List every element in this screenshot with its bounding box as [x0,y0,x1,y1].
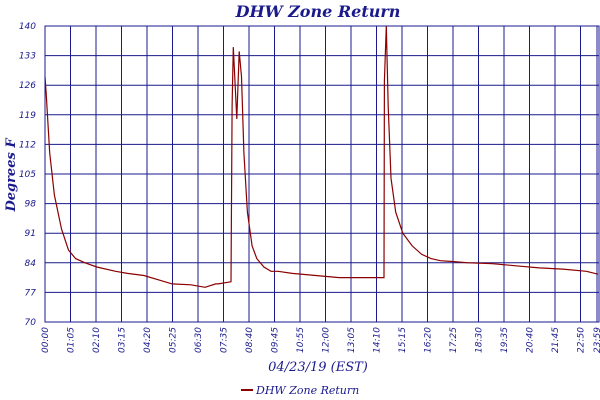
y-tick-label: 105 [19,170,36,180]
x-tick-label: 03:15 [118,327,128,353]
x-tick-label: 22:50 [577,327,587,353]
x-tick-label: 13:05 [347,327,357,353]
legend: DHW Zone Return [241,384,359,397]
series-line [44,25,599,288]
x-tick-labels: 00:00 01:05 02:10 03:15 04:20 05:25 06:30 07:35… [41,327,600,353]
plot-frame [44,25,600,323]
x-tick-label: 18:30 [475,327,485,353]
x-tick-label: 08:40 [245,327,255,353]
y-tick-label: 77 [25,288,37,298]
x-tick-label: 10:55 [296,327,306,353]
legend-label: DHW Zone Return [255,384,359,397]
y-tick-label: 84 [25,259,37,269]
y-tick-label: 70 [25,318,37,328]
y-tick-label: 98 [25,200,37,210]
x-tick-label: 00:00 [41,327,51,353]
y-tick-label: 133 [19,52,36,62]
x-axis-label: 04/23/19 (EST) [268,360,368,375]
grid [44,25,599,323]
x-tick-label: 15:15 [398,327,408,353]
x-tick-label: 06:30 [194,327,204,353]
x-tick-label: 01:05 [67,327,77,353]
chart-title: DHW Zone Return [235,2,401,21]
x-tick-label: 21:45 [551,327,561,353]
x-tick-label: 09:45 [271,327,281,353]
x-tick-label: 14:10 [373,327,383,353]
y-tick-labels: 70 77 84 91 98 105 112 119 126 133 140 [19,22,36,328]
y-tick-label: 112 [19,140,36,150]
x-tick-label: 23:59 [593,327,600,353]
y-axis-label: Degrees F [4,138,19,213]
y-tick-label: 140 [19,22,36,32]
x-tick-label: 07:35 [220,327,230,353]
x-tick-label: 17:25 [449,327,459,353]
x-tick-label: 19:35 [500,327,510,353]
x-tick-label: 16:20 [424,327,434,353]
x-tick-label: 12:00 [322,327,332,353]
y-tick-label: 119 [19,111,36,121]
x-tick-label: 04:20 [143,327,153,353]
x-tick-label: 20:40 [526,327,536,353]
y-tick-label: 126 [19,81,36,91]
series-group [44,25,599,288]
x-tick-label: 05:25 [169,327,179,353]
x-tick-label: 02:10 [92,327,102,353]
y-tick-label: 91 [25,229,36,239]
